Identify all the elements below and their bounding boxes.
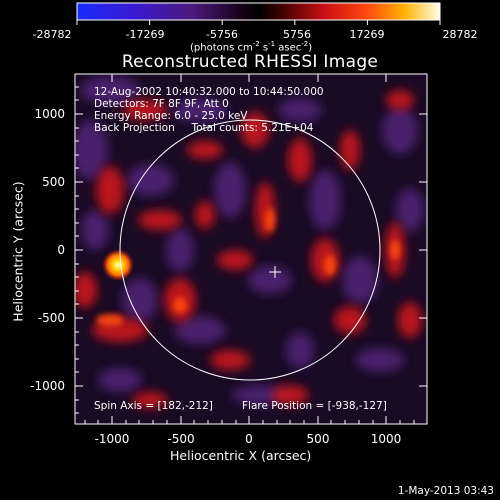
colorbar-tick-label: 5756 [283, 28, 311, 41]
colorbar [76, 2, 441, 25]
colorbar-tick-label: -17269 [125, 28, 165, 41]
y-tick-label: 1000 [34, 107, 65, 121]
y-tick-label: 0 [57, 243, 65, 257]
axis-ticks [75, 74, 427, 424]
colorbar-units: (photons cm-2 s-1 asec-2) [190, 40, 313, 54]
x-tick-label: -500 [167, 432, 195, 446]
y-tick-label: -1000 [30, 379, 65, 393]
flare-position-label: Flare Position = [-938,-127] [242, 400, 387, 412]
flare-source-marker [102, 249, 134, 281]
info-method-counts: Back Projection Total counts: 5.21E+04 [94, 122, 314, 134]
x-tick-label: -1000 [94, 432, 130, 446]
plot-frame [74, 73, 428, 425]
footer-date: 1-May-2013 03:43 [397, 485, 494, 497]
colorbar-tick-label: -28782 [32, 28, 72, 41]
x-tick-label: 0 [245, 432, 253, 446]
spin-axis-label: Spin Axis = [182,-212] [94, 400, 213, 412]
image-data [75, 74, 427, 424]
info-energy-range: Energy Range: 6.0 - 25.0 keV [94, 110, 248, 122]
y-tick-label: -500 [37, 311, 65, 325]
x-axis-label: Heliocentric X (arcsec) [170, 448, 312, 463]
y-tick-label: 500 [42, 175, 65, 189]
sun-center-cross [269, 266, 281, 278]
y-axis-label: Heliocentric Y (arcsec) [10, 181, 26, 322]
plot-title: Reconstructed RHESSI Image [121, 52, 379, 72]
x-tick-label: 500 [306, 432, 330, 446]
colorbar-tick-label: -5756 [206, 28, 238, 41]
info-time-range: 12-Aug-2002 10:40:32.000 to 10:44:50.000 [94, 86, 324, 98]
colorbar-tick-label: 17269 [349, 28, 385, 41]
solar-limb-circle [119, 119, 381, 381]
colorbar-tick-label: 28782 [442, 28, 478, 41]
info-detectors: Detectors: 7F 8F 9F, Att 0 [94, 98, 229, 110]
x-tick-label: 1000 [370, 432, 402, 446]
